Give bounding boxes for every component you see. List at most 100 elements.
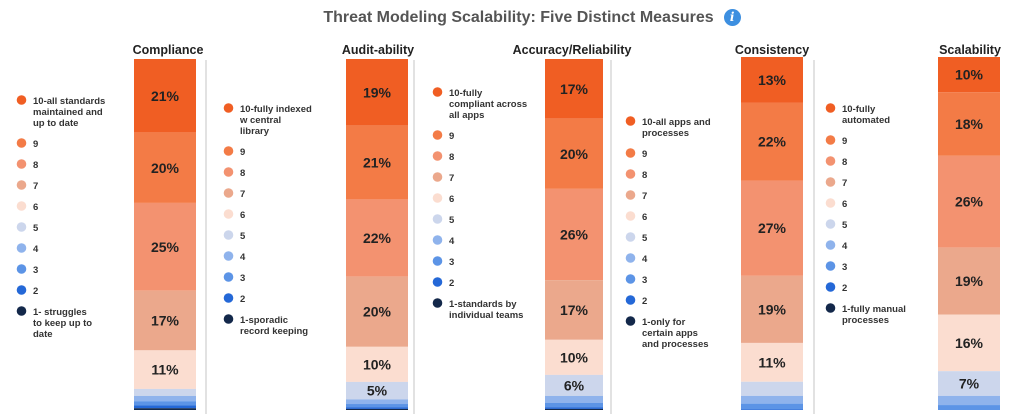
legend-marker bbox=[825, 282, 836, 292]
data-label: 19% bbox=[955, 273, 984, 289]
legend-label: maintained and bbox=[33, 107, 103, 118]
bar-segment bbox=[545, 374, 603, 396]
data-label: 27% bbox=[758, 220, 787, 236]
legend-label: 4 bbox=[642, 254, 648, 265]
bar-segment bbox=[134, 388, 196, 396]
data-label: 22% bbox=[758, 134, 787, 150]
bar-segment bbox=[938, 405, 1000, 410]
legend-marker bbox=[16, 285, 27, 295]
legend-marker bbox=[223, 293, 234, 303]
data-label: 20% bbox=[560, 146, 589, 162]
legend-label: 2 bbox=[842, 283, 847, 294]
bar-segment bbox=[741, 409, 803, 410]
legend-label: 1-fully manual bbox=[842, 304, 906, 315]
bar-segment bbox=[741, 275, 803, 343]
legend-marker bbox=[432, 256, 443, 266]
bar-segment bbox=[545, 395, 603, 403]
legend-label: 9 bbox=[842, 136, 847, 147]
legend-label: all apps bbox=[449, 110, 484, 121]
legend-marker bbox=[432, 151, 443, 161]
legend-marker bbox=[625, 274, 636, 284]
legend-label: 3 bbox=[842, 262, 847, 273]
bar-segment bbox=[346, 404, 408, 408]
bar-segment bbox=[741, 403, 803, 410]
legend-marker bbox=[223, 146, 234, 156]
bar-segment bbox=[938, 247, 1000, 315]
bar-segment bbox=[134, 202, 196, 291]
bar-chart-title: Compliance bbox=[133, 43, 204, 57]
legend-label: individual teams bbox=[449, 310, 523, 321]
legend-label: 7 bbox=[240, 189, 245, 200]
bar-segment bbox=[134, 405, 196, 409]
legend-label: 2 bbox=[449, 278, 454, 289]
data-label: 26% bbox=[560, 227, 589, 243]
legend-label: 6 bbox=[33, 202, 38, 213]
bar-segment bbox=[346, 381, 408, 400]
bar-segment bbox=[545, 408, 603, 410]
legend-marker bbox=[825, 198, 836, 208]
legend-label: 5 bbox=[449, 215, 455, 226]
legend-marker bbox=[625, 253, 636, 263]
legend-marker bbox=[625, 148, 636, 158]
data-label: 10% bbox=[955, 67, 984, 83]
legend-label: 5 bbox=[33, 223, 39, 234]
legend-marker bbox=[625, 169, 636, 179]
bar-segment bbox=[346, 346, 408, 382]
legend-label: 3 bbox=[240, 273, 245, 284]
legend-marker bbox=[16, 306, 27, 316]
bar-segment bbox=[938, 395, 1000, 406]
legend-label: 6 bbox=[449, 194, 454, 205]
legend-label: 2 bbox=[642, 296, 647, 307]
bar-segment bbox=[134, 350, 196, 389]
bar-segment bbox=[346, 199, 408, 277]
legend-label: processes bbox=[842, 315, 889, 326]
legend-label: up to date bbox=[33, 118, 78, 129]
legend-marker bbox=[432, 172, 443, 182]
bar-segment bbox=[545, 407, 603, 409]
legend-marker bbox=[16, 138, 27, 148]
legend-marker bbox=[625, 316, 636, 326]
legend-label: library bbox=[240, 126, 270, 137]
legend-marker bbox=[432, 235, 443, 245]
legend-marker bbox=[825, 177, 836, 187]
bar-segment bbox=[134, 395, 196, 402]
legend-label: 4 bbox=[449, 236, 455, 247]
legend-label: 7 bbox=[449, 173, 454, 184]
legend-marker bbox=[625, 211, 636, 221]
bar-segment bbox=[134, 59, 196, 133]
bar-segment bbox=[346, 399, 408, 405]
legend-label: 10-fully bbox=[449, 88, 483, 99]
legend-marker bbox=[16, 180, 27, 190]
legend-label: 9 bbox=[240, 147, 245, 158]
legend-label: 7 bbox=[33, 181, 38, 192]
bar-segment bbox=[741, 57, 803, 103]
legend-label: processes bbox=[642, 128, 689, 139]
data-label: 7% bbox=[959, 376, 980, 392]
info-icon[interactable]: i bbox=[723, 9, 741, 26]
legend-label: 1-sporadic bbox=[240, 315, 288, 326]
legend-marker bbox=[223, 251, 234, 261]
legend-marker bbox=[16, 264, 27, 274]
legend-marker bbox=[825, 103, 836, 113]
bar-segment bbox=[134, 408, 196, 410]
legend-label: 5 bbox=[642, 233, 648, 244]
legend-marker bbox=[16, 159, 27, 169]
bar-segment bbox=[346, 59, 408, 126]
legend-label: 3 bbox=[33, 265, 38, 276]
legend-marker bbox=[432, 193, 443, 203]
legend-label: 1-only for bbox=[642, 317, 686, 328]
bar-chart-title: Audit-ability bbox=[342, 43, 414, 57]
legend-marker bbox=[625, 116, 636, 126]
legend-marker bbox=[16, 243, 27, 253]
legend-marker bbox=[223, 230, 234, 240]
chart-title: Threat Modeling Scalability: Five Distin… bbox=[323, 9, 714, 26]
legend-label: 10-all apps and bbox=[642, 117, 711, 128]
legend-label: 8 bbox=[240, 168, 245, 179]
data-label: 5% bbox=[367, 383, 388, 399]
legend-label: automated bbox=[842, 115, 890, 126]
legend-label: 9 bbox=[642, 149, 647, 160]
legend-marker bbox=[625, 232, 636, 242]
data-label: 11% bbox=[151, 362, 179, 378]
